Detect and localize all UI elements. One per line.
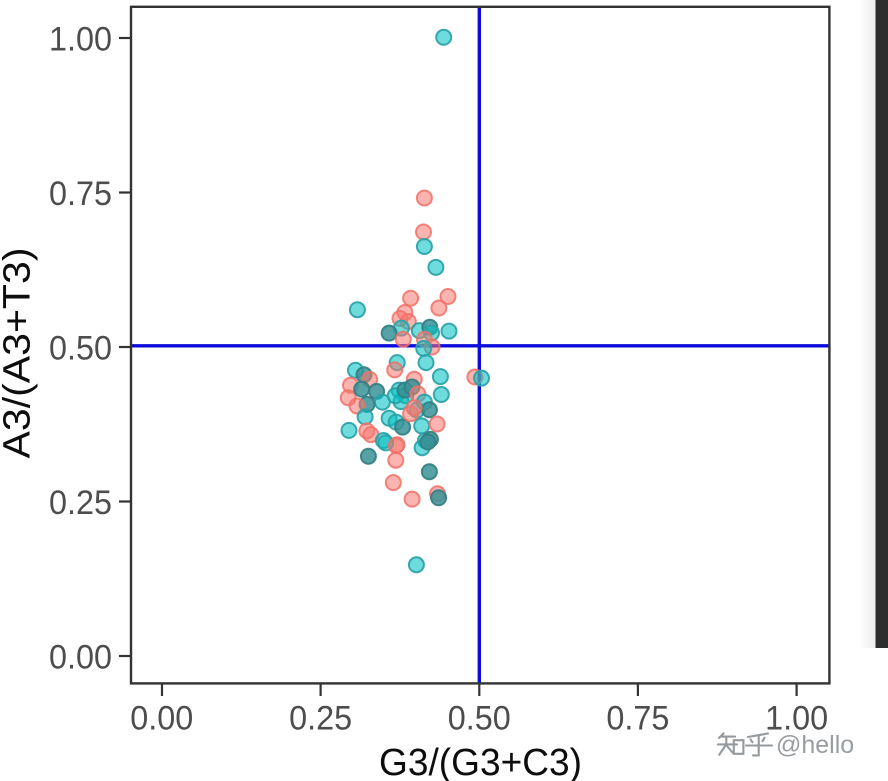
svg-text:1.00: 1.00 bbox=[765, 699, 828, 737]
svg-text:0.50: 0.50 bbox=[448, 699, 511, 737]
svg-text:0.00: 0.00 bbox=[49, 639, 112, 677]
svg-text:0.25: 0.25 bbox=[289, 699, 352, 737]
svg-text:0.00: 0.00 bbox=[130, 699, 193, 737]
svg-text:0.25: 0.25 bbox=[49, 484, 112, 522]
svg-text:0.50: 0.50 bbox=[49, 330, 112, 368]
svg-text:1.00: 1.00 bbox=[49, 21, 112, 59]
svg-text:0.75: 0.75 bbox=[606, 699, 669, 737]
svg-text:@hello: @hello bbox=[776, 731, 854, 759]
svg-text:G3/(G3+C3): G3/(G3+C3) bbox=[379, 742, 582, 781]
svg-text:0.75: 0.75 bbox=[49, 175, 112, 213]
svg-text:A3/(A3+T3): A3/(A3+T3) bbox=[0, 248, 39, 459]
